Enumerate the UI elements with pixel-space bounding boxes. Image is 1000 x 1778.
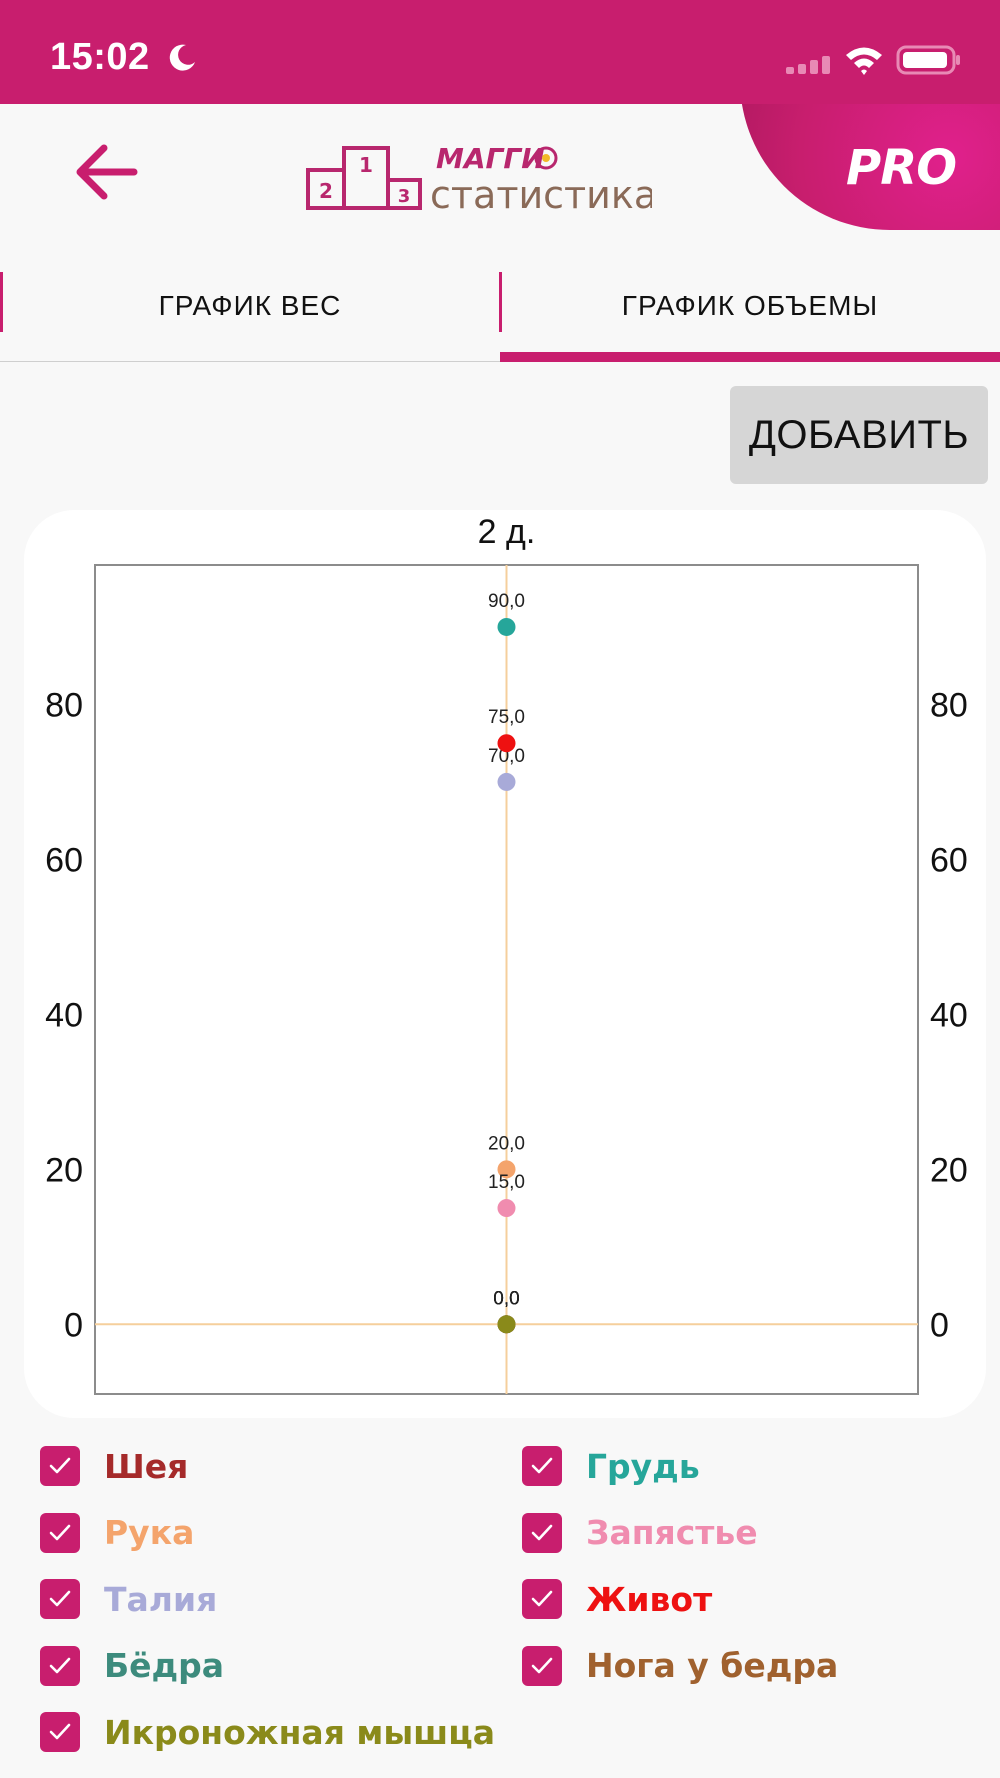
- legend-item[interactable]: Рука: [40, 1509, 194, 1557]
- podium-icon: 2 1 3: [306, 146, 422, 210]
- data-label-9: 0,0: [493, 1288, 519, 1309]
- y-tick-label-left: 60: [45, 841, 83, 879]
- legend-checkbox[interactable]: [40, 1645, 80, 1686]
- checkmark-icon: [49, 1590, 71, 1607]
- legend-checkbox[interactable]: [522, 1512, 562, 1553]
- checkmark-icon: [49, 1457, 71, 1474]
- data-label-4: 15,0: [488, 1172, 525, 1193]
- data-label-6: 75,0: [488, 707, 525, 728]
- legend-item[interactable]: Грудь: [522, 1442, 700, 1490]
- legend-label: Грудь: [586, 1446, 700, 1486]
- chart-legend: Шея Грудь Рука Запястье Талия Живот Бёдра Нога …: [0, 1420, 1000, 1760]
- active-tab-indicator: [500, 352, 1000, 362]
- data-label-7: 0,0: [493, 1288, 519, 1309]
- y-tick-label-right: 20: [930, 1151, 968, 1189]
- logo-text: статистика: [430, 173, 652, 217]
- data-point-2: [497, 617, 516, 636]
- tab-weight-chart[interactable]: ГРАФИК ВЕС: [158, 290, 342, 321]
- data-label-5: 70,0: [488, 746, 525, 767]
- checkmark-icon: [531, 1457, 553, 1474]
- y-tick-label-left: 0: [64, 1306, 83, 1344]
- legend-checkbox[interactable]: [522, 1645, 562, 1686]
- svg-text:2: 2: [319, 179, 333, 203]
- y-tick-label-right: 60: [930, 841, 968, 879]
- battery-icon: [896, 45, 960, 75]
- legend-label: Шея: [104, 1446, 189, 1486]
- checkmark-icon: [531, 1657, 553, 1673]
- legend-item[interactable]: Нога у бедра: [522, 1642, 838, 1690]
- volumes-chart: 2 д. 0 0 20 20 40 40 60 60 80 80 0,0 90,0 20,0 15,0 70,…: [45, 513, 968, 1395]
- checkmark-icon: [49, 1723, 71, 1740]
- cellular-signal-icon: [786, 56, 830, 74]
- y-tick-label-left: 40: [45, 996, 83, 1034]
- back-arrow-icon[interactable]: [72, 140, 144, 204]
- legend-label: Нога у бедра: [586, 1646, 839, 1685]
- svg-text:1: 1: [359, 153, 373, 177]
- chart-card: 2 д. 0 0 20 20 40 40 60 60 80 80 0,0 90,0 20,0 15,0 70,…: [24, 510, 986, 1418]
- legend-checkbox[interactable]: [522, 1446, 562, 1486]
- legend-label: Живот: [586, 1579, 713, 1619]
- data-point-5: [497, 772, 516, 791]
- data-label-2: 90,0: [488, 591, 525, 612]
- legend-item[interactable]: Запястье: [522, 1509, 758, 1557]
- data-point-4: [497, 1199, 516, 1218]
- legend-label: Талия: [104, 1579, 218, 1619]
- legend-item[interactable]: Икроножная мышца: [40, 1708, 495, 1756]
- svg-text:3: 3: [398, 186, 411, 207]
- tab-divider: [499, 272, 502, 332]
- moon-icon: [169, 44, 195, 71]
- app-logo: 2 1 3 МАГГИ статистика: [306, 142, 652, 217]
- data-point-9: [497, 1315, 516, 1334]
- legend-label: Запястье: [586, 1513, 758, 1552]
- logo-chick-icon: [534, 146, 558, 170]
- legend-item[interactable]: Талия: [40, 1575, 217, 1623]
- y-tick-label-right: 40: [930, 996, 968, 1034]
- add-button[interactable]: ДОБАВИТЬ: [730, 386, 988, 484]
- legend-checkbox[interactable]: [40, 1512, 80, 1553]
- tab-divider: [0, 272, 3, 332]
- legend-checkbox[interactable]: [522, 1579, 562, 1619]
- legend-item[interactable]: Бёдра: [40, 1642, 224, 1690]
- y-tick-label-left: 20: [45, 1151, 83, 1189]
- app-header: 2 1 3 МАГГИ статистика PRO: [0, 104, 1000, 250]
- y-tick-label-right: 0: [930, 1306, 949, 1344]
- data-label-3: 20,0: [488, 1133, 525, 1154]
- checkmark-icon: [531, 1524, 553, 1540]
- wifi-icon: [846, 47, 882, 75]
- data-label-8: 0,0: [493, 1288, 519, 1309]
- status-bar: 15:02: [0, 0, 1000, 104]
- data-point-3: [497, 1160, 516, 1179]
- status-time: 15:02: [50, 36, 150, 78]
- data-point-6: [497, 734, 516, 753]
- legend-item[interactable]: Шея: [40, 1442, 188, 1490]
- tab-volume-chart[interactable]: ГРАФИК ОБЪЕМЫ: [621, 290, 879, 321]
- legend-label: Икроножная мышца: [104, 1712, 495, 1752]
- logo-brand: МАГГИ: [436, 142, 545, 175]
- y-tick-label-left: 80: [45, 686, 83, 724]
- legend-checkbox[interactable]: [40, 1712, 80, 1752]
- chart-title: 2 д.: [478, 513, 536, 551]
- legend-checkbox[interactable]: [40, 1446, 80, 1486]
- legend-label: Рука: [104, 1513, 195, 1552]
- data-label-1: 0,0: [493, 1288, 519, 1309]
- checkmark-icon: [49, 1524, 71, 1540]
- checkmark-icon: [531, 1590, 553, 1607]
- pro-label[interactable]: PRO: [846, 140, 957, 196]
- legend-label: Бёдра: [104, 1646, 225, 1685]
- legend-checkbox[interactable]: [40, 1579, 80, 1619]
- y-tick-label-right: 80: [930, 686, 968, 724]
- legend-item[interactable]: Живот: [522, 1575, 712, 1623]
- checkmark-icon: [49, 1657, 71, 1673]
- tab-bar: ГРАФИК ВЕС ГРАФИК ОБЪЕМЫ: [0, 250, 1000, 362]
